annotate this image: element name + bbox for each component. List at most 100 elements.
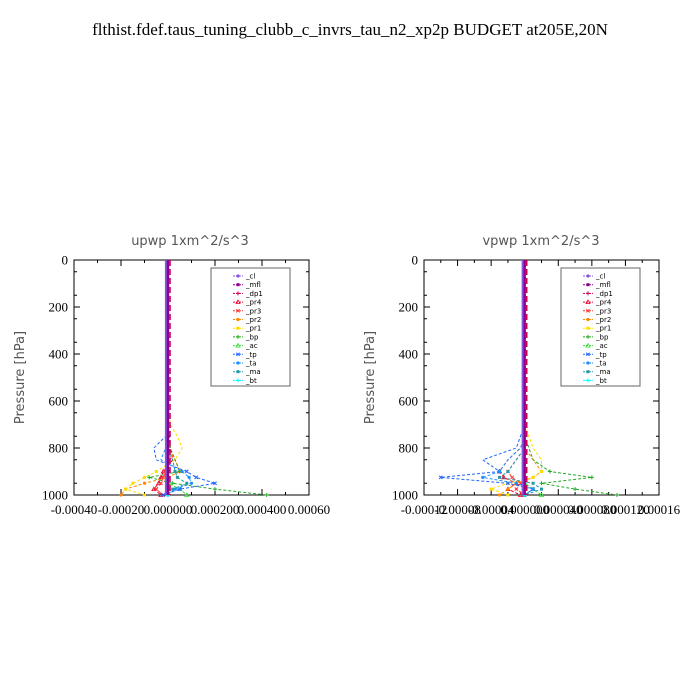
data-point (517, 492, 524, 497)
data-point (213, 487, 217, 492)
data-point (124, 487, 128, 491)
data-point (189, 481, 194, 485)
data-point (161, 493, 166, 497)
series-line (489, 260, 542, 496)
y-tick-label: 800 (399, 441, 419, 456)
chart-upwp: upwp 1xm^2/s^3 Pressure [hPa] 0 200 400 600 80… (13, 234, 330, 517)
y-axis-label: Pressure [hPa] (13, 331, 28, 424)
y-tick-label: 200 (399, 300, 419, 315)
data-point (155, 480, 162, 486)
series-line (498, 260, 543, 496)
legend-entry-label: _pr2 (595, 316, 611, 324)
data-point (147, 475, 152, 480)
data-point (184, 492, 190, 497)
x-tick-label: 0.000120 (601, 502, 650, 517)
series-line (120, 260, 181, 496)
series-line (167, 260, 188, 496)
legend-box (210, 267, 291, 387)
data-point (143, 493, 146, 497)
x-tick-label: -0.00040 (51, 502, 98, 517)
y-tick-label: 0 (62, 253, 69, 268)
data-point (539, 481, 544, 486)
data-point (154, 470, 158, 473)
data-point (142, 481, 147, 485)
y-tick-label: 800 (49, 441, 69, 456)
data-point (586, 334, 590, 339)
x-tick-label: -0.00008 (434, 502, 481, 517)
data-point (236, 334, 240, 339)
x-tick-label: 0.000400 (238, 502, 287, 517)
legend-entry-label: _ac (245, 342, 258, 350)
y-tick-label: 600 (49, 394, 69, 409)
legend-entry-label: _dp1 (595, 290, 613, 298)
legend-entry-label: _pr2 (245, 316, 261, 324)
legend-entry-label: _ta (595, 360, 607, 368)
data-point (586, 370, 590, 374)
legend-entry-label: _ta (245, 360, 257, 368)
legend-entry-label: _bt (245, 377, 257, 385)
data-point (177, 486, 183, 492)
data-point (547, 469, 552, 474)
x-tick-label: 0.000000 (500, 502, 549, 517)
data-point (194, 475, 199, 480)
data-point (501, 474, 507, 480)
data-point (586, 308, 590, 313)
data-point (171, 487, 175, 491)
legend-entry-label: _tp (595, 351, 607, 359)
data-point (173, 487, 177, 491)
data-point (438, 475, 443, 480)
y-tick-label: 400 (399, 347, 419, 362)
data-point (586, 361, 590, 365)
x-tick-label: -0.00020 (98, 502, 145, 517)
data-point (170, 481, 175, 486)
x-tick-label: 0.000080 (567, 502, 616, 517)
data-point (131, 481, 135, 485)
y-tick-label: 1000 (42, 488, 68, 503)
x-tick-label: 0.000040 (534, 502, 583, 517)
panel-title: vpwp 1xm^2/s^3 (482, 234, 599, 249)
legend-entry-label: _ac (595, 342, 608, 350)
series-line (440, 260, 535, 496)
data-point (264, 493, 269, 497)
data-point (235, 342, 241, 348)
data-point (506, 470, 510, 473)
legend-box (560, 267, 641, 387)
data-point (158, 481, 163, 486)
legend-entry-label: _ma (245, 368, 261, 376)
legend-entry-label: _pr4 (595, 299, 612, 307)
data-point (505, 481, 510, 486)
data-point (158, 474, 164, 480)
chart-vpwp: vpwp 1xm^2/s^3 Pressure [hPa] 0 200 400 600 80… (363, 234, 681, 517)
data-point (119, 493, 123, 497)
legend-entry-label: _cl (595, 273, 605, 281)
legend-entry-label: _bp (595, 333, 609, 341)
legend-entry-label: _bp (245, 333, 259, 341)
data-point (143, 475, 146, 479)
y-tick-label: 400 (49, 347, 69, 362)
series-line (124, 260, 183, 496)
data-point (585, 342, 591, 348)
legend-entry-label: _cl (245, 273, 255, 281)
x-tick-label: -0.00012 (401, 502, 448, 517)
data-point (573, 487, 578, 492)
x-tick-label: 0.000200 (191, 502, 240, 517)
data-point (585, 299, 591, 304)
data-point (236, 308, 240, 313)
data-point (154, 487, 159, 492)
legend-entry-label: _ma (595, 368, 611, 376)
data-point (540, 470, 543, 473)
data-point (497, 493, 502, 497)
data-point (531, 475, 535, 479)
data-point (489, 487, 493, 491)
data-point (180, 469, 184, 474)
legend-entry-label: _pr4 (245, 299, 262, 307)
data-point (236, 274, 240, 278)
legend-entry-label: _pr3 (245, 307, 261, 315)
data-point (586, 291, 590, 296)
data-point (615, 493, 620, 497)
data-point (177, 487, 182, 492)
data-point (514, 481, 518, 485)
data-point (236, 352, 240, 357)
data-point (538, 492, 545, 497)
